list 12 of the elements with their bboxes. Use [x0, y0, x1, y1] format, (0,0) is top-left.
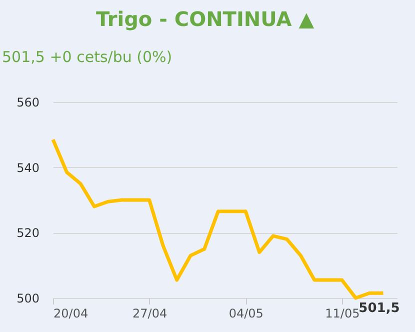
x-tick-label: 20/04 [54, 306, 88, 320]
x-tick-label: 11/05 [325, 306, 360, 320]
annotation: 501,5 [358, 301, 400, 316]
chart-title: Trigo - CONTINUA ▲ [96, 7, 315, 31]
y-tick-label: 520 [16, 226, 40, 240]
y-tick-label: 540 [16, 160, 40, 175]
chart-subtitle: 501,5 +0 cets/bu (0%) [2, 48, 172, 66]
x-tick-label: 27/04 [132, 306, 168, 320]
line-series [51, 138, 385, 300]
y-tick-label: 560 [16, 96, 40, 110]
y-tick-label: 500 [16, 292, 40, 306]
x-tick-label: 04/05 [228, 306, 264, 320]
